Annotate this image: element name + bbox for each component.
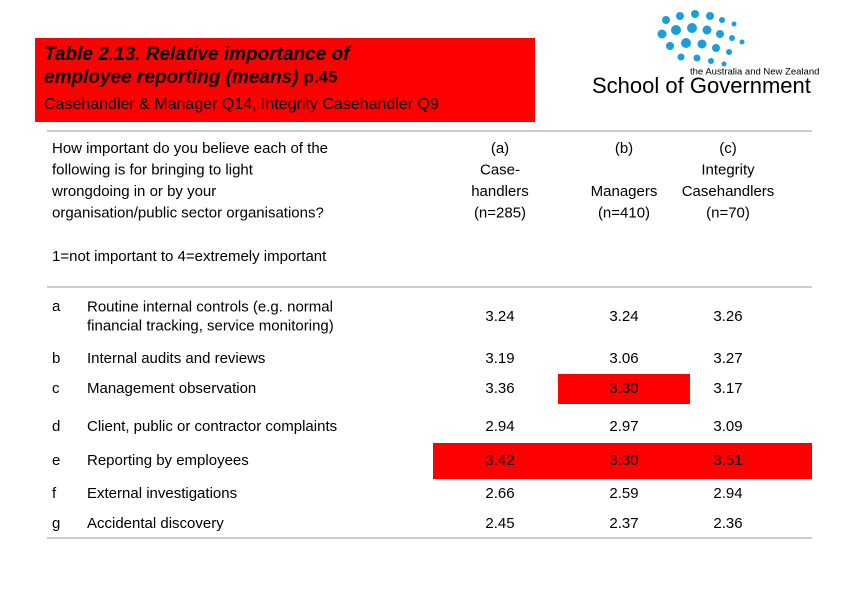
column-header: (n=285) (474, 204, 526, 221)
highlight-cell (558, 374, 690, 404)
row-label: Routine internal controls (e.g. normal (87, 298, 333, 315)
title-box (35, 38, 535, 122)
cell-value: 3.27 (713, 350, 742, 367)
column-header: handlers (471, 183, 529, 200)
cell-value: 3.24 (609, 308, 638, 325)
row-letter: f (52, 485, 57, 502)
cell-value: 2.36 (713, 515, 742, 532)
column-header: (c) (719, 140, 737, 157)
column-header: (n=410) (598, 204, 650, 221)
question-line: organisation/public sector organisations… (52, 204, 324, 221)
cell-value: 3.26 (713, 308, 742, 325)
cell-value: 3.42 (485, 452, 514, 469)
logo-tagline: the Australia and New Zealand (690, 67, 819, 78)
column-header: Casehandlers (682, 183, 775, 200)
highlight-cell (433, 443, 558, 479)
question-line: wrongdoing in or by your (51, 183, 216, 200)
highlight-cell (558, 443, 690, 479)
logo-name: School of Government (592, 73, 811, 98)
row-label: Reporting by employees (87, 452, 249, 469)
page-ref: p.45 (303, 67, 337, 86)
cell-value: 3.36 (485, 380, 514, 397)
cell-value: 3.09 (713, 418, 742, 435)
question-line: following is for bringing to light (52, 161, 254, 178)
cell-value: 3.17 (713, 380, 742, 397)
column-header: Managers (591, 183, 658, 200)
cell-value: 2.94 (713, 485, 742, 502)
logo-dots (657, 10, 745, 67)
row-letter: a (52, 298, 61, 315)
cell-value: 2.94 (485, 418, 514, 435)
title-line: employee reporting (means) (44, 67, 298, 88)
cell-value: 2.66 (485, 485, 514, 502)
row-label: financial tracking, service monitoring) (87, 317, 334, 334)
row-label: Accidental discovery (87, 515, 224, 532)
cell-value: 2.45 (485, 515, 514, 532)
scale-note: 1=not important to 4=extremely important (52, 248, 327, 265)
row-letter: c (52, 380, 60, 397)
row-label: Client, public or contractor complaints (87, 418, 337, 435)
column-header: (a) (491, 140, 509, 157)
column-header: (n=70) (706, 204, 750, 221)
cell-value: 2.37 (609, 515, 638, 532)
row-letter: g (52, 515, 60, 532)
cell-value: 3.19 (485, 350, 514, 367)
row-label: Management observation (87, 380, 256, 397)
column-header: (b) (615, 140, 633, 157)
cell-value: 3.30 (609, 452, 638, 469)
row-letter: b (52, 350, 60, 367)
subtitle: Casehandler & Manager Q14, Integrity Cas… (44, 96, 439, 113)
cell-value: 3.06 (609, 350, 638, 367)
cell-value: 3.24 (485, 308, 514, 325)
row-label: Internal audits and reviews (87, 350, 265, 367)
cell-value: 3.51 (713, 452, 742, 469)
title-line: Table 2.13. Relative importance of (44, 44, 351, 65)
column-header: Integrity (701, 161, 755, 178)
cell-value: 2.97 (609, 418, 638, 435)
row-letter: d (52, 418, 60, 435)
highlight-cell (690, 443, 812, 479)
row-letter: e (52, 452, 60, 469)
row-label: External investigations (87, 485, 237, 502)
cell-value: 3.30 (609, 380, 638, 397)
cell-value: 2.59 (609, 485, 638, 502)
column-header: Case- (480, 161, 520, 178)
question-line: How important do you believe each of the (52, 140, 328, 157)
